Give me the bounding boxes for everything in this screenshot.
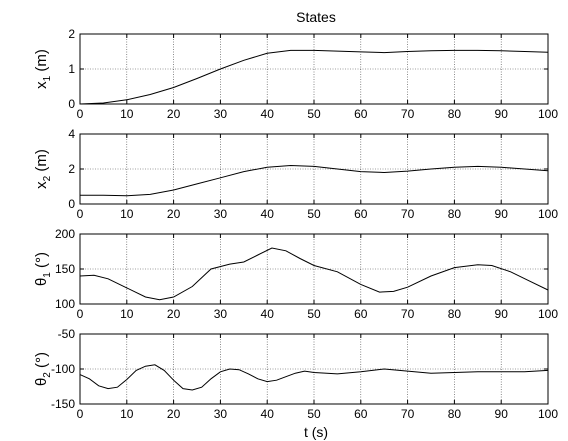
- x-tick-label: 90: [495, 307, 509, 321]
- x-tick-label: 60: [354, 407, 368, 421]
- x-tick-label: 10: [120, 307, 134, 321]
- x-tick-label: 20: [167, 107, 181, 121]
- y-tick-label: 0: [68, 97, 75, 111]
- x-tick-label: 50: [307, 107, 321, 121]
- chart-title: States: [296, 9, 336, 25]
- x-tick-label: 30: [214, 207, 228, 221]
- y-tick-label: -100: [51, 362, 75, 376]
- x-tick-label: 60: [354, 207, 368, 221]
- y-axis-label-subscript: 1: [42, 75, 53, 81]
- x-tick-label: 40: [261, 307, 275, 321]
- x-tick-label: 40: [261, 207, 275, 221]
- x-tick-label: 100: [538, 207, 558, 221]
- x-tick-label: 0: [77, 407, 84, 421]
- x-tick-label: 10: [120, 207, 134, 221]
- x-tick-label: 70: [401, 307, 415, 321]
- series-line-3: [79, 247, 549, 301]
- y-tick-label: 200: [55, 227, 75, 241]
- x-tick-label: 50: [307, 307, 321, 321]
- x-tick-label: 100: [538, 107, 558, 121]
- x-tick-label: 60: [354, 107, 368, 121]
- x-tick-label: 0: [77, 307, 84, 321]
- y-tick-label: 1: [68, 62, 75, 76]
- x-tick-label: 40: [261, 107, 275, 121]
- y-axis-label-subscript: 2: [42, 175, 53, 181]
- x-tick-label: 30: [214, 107, 228, 121]
- x-tick-label: 90: [495, 107, 509, 121]
- y-tick-label: 4: [68, 127, 75, 141]
- x-tick-label: 100: [538, 407, 558, 421]
- x-tick-label: 10: [120, 107, 134, 121]
- x-tick-label: 80: [448, 207, 462, 221]
- x-tick-label: 50: [307, 207, 321, 221]
- x-tick-label: 70: [401, 407, 415, 421]
- y-axis-label: x2 (m): [33, 149, 53, 189]
- y-axis-label-unit: (m): [33, 49, 50, 76]
- y-axis-label-symbol: θ: [33, 378, 50, 386]
- x-tick-label: 0: [77, 207, 84, 221]
- x-tick-label: 80: [448, 407, 462, 421]
- y-axis-label-subscript: 1: [42, 272, 53, 278]
- x-tick-label: 0: [77, 107, 84, 121]
- x-tick-label: 20: [167, 407, 181, 421]
- x-tick-label: 40: [261, 407, 275, 421]
- series-line-4: [79, 364, 549, 391]
- y-tick-label: 150: [55, 262, 75, 276]
- x-axis-label: t (s): [304, 424, 328, 440]
- x-tick-label: 90: [495, 407, 509, 421]
- x-tick-label: 20: [167, 307, 181, 321]
- x-tick-label: 60: [354, 307, 368, 321]
- x-tick-label: 90: [495, 207, 509, 221]
- x-tick-label: 10: [120, 407, 134, 421]
- y-tick-label: 2: [68, 27, 75, 41]
- y-axis-label-symbol: x: [33, 181, 50, 189]
- x-tick-label: 80: [448, 107, 462, 121]
- series-line-2: [80, 164, 549, 197]
- y-axis-label-subscript: 2: [42, 372, 53, 378]
- x-tick-label: 30: [214, 407, 228, 421]
- y-axis-label-unit: (°): [33, 252, 50, 272]
- y-axis-label: x1 (m): [33, 49, 53, 89]
- x-tick-label: 70: [401, 207, 415, 221]
- y-tick-label: -50: [58, 327, 76, 341]
- y-tick-label: 100: [55, 297, 75, 311]
- y-tick-label: 2: [68, 162, 75, 176]
- x-tick-label: 70: [401, 107, 415, 121]
- y-tick-label: 0: [68, 197, 75, 211]
- subplot-4: 0 10 20 30 40 50 60 70 80 90 100 -150 -100 -50 θ2 (°): [33, 327, 558, 421]
- x-tick-label: 50: [307, 407, 321, 421]
- y-tick-label: -150: [51, 397, 75, 411]
- y-axis-label: θ1 (°): [33, 252, 53, 286]
- y-axis-label: θ2 (°): [33, 352, 53, 386]
- y-axis-label-symbol: x: [33, 81, 50, 89]
- y-axis-label-unit: (°): [33, 352, 50, 372]
- x-tick-label: 30: [214, 307, 228, 321]
- x-tick-label: 100: [538, 307, 558, 321]
- y-axis-label-symbol: θ: [33, 278, 50, 286]
- x-tick-label: 20: [167, 207, 181, 221]
- y-axis-label-unit: (m): [33, 149, 50, 176]
- series-line-1: [79, 49, 549, 105]
- x-tick-label: 80: [448, 307, 462, 321]
